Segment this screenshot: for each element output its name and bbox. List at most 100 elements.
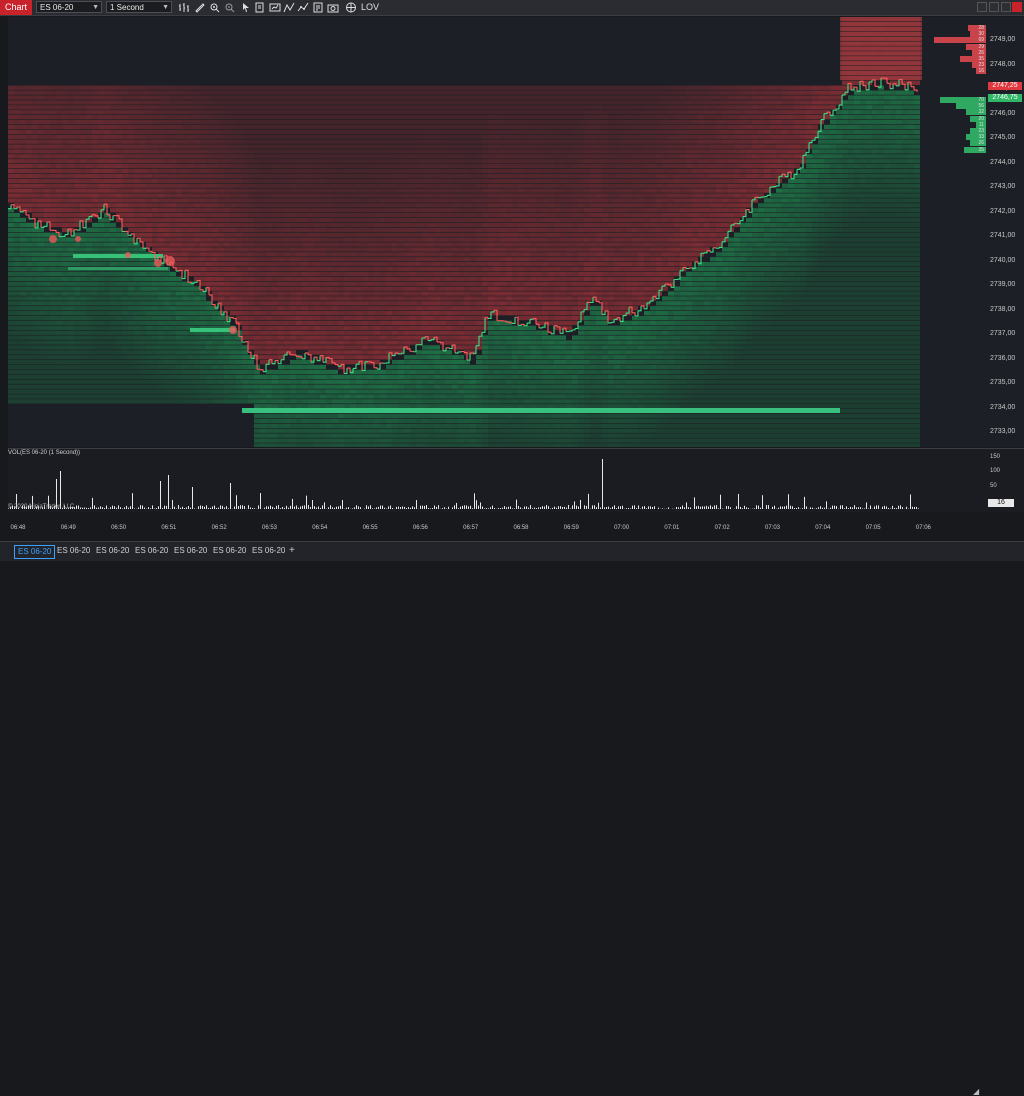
heatmap-cell bbox=[440, 237, 446, 242]
snapshot-icon[interactable] bbox=[327, 2, 339, 13]
heatmap-cell bbox=[278, 227, 284, 232]
heatmap-cell bbox=[596, 129, 602, 134]
heatmap-cell bbox=[530, 193, 536, 198]
heatmap-cell bbox=[38, 105, 44, 110]
heatmap-cell bbox=[458, 213, 464, 218]
close-icon[interactable] bbox=[1012, 2, 1022, 12]
heatmap-cell bbox=[812, 110, 818, 115]
heatmap-cell bbox=[284, 198, 290, 203]
heatmap-cell bbox=[122, 100, 128, 105]
heatmap-cell bbox=[710, 232, 716, 237]
heatmap-cell bbox=[704, 95, 710, 100]
heatmap-cell bbox=[416, 232, 422, 237]
heatmap-cell bbox=[152, 188, 158, 193]
heatmap-cell bbox=[884, 198, 890, 203]
heatmap-cell bbox=[824, 134, 830, 139]
heatmap-cell bbox=[662, 129, 668, 134]
heatmap-cell bbox=[200, 90, 206, 95]
heatmap-cell bbox=[536, 178, 542, 183]
pin-button[interactable] bbox=[1001, 2, 1011, 12]
heatmap-cell bbox=[542, 134, 548, 139]
interval-selector[interactable]: 1 Second ▼ bbox=[106, 1, 172, 13]
heatmap-cell bbox=[116, 115, 122, 120]
strategies-icon[interactable] bbox=[269, 2, 281, 13]
heatmap-cell bbox=[428, 168, 434, 174]
heatmap-cell bbox=[830, 154, 836, 159]
lov-label[interactable]: LOV bbox=[361, 2, 380, 12]
heatmap-cell bbox=[896, 105, 902, 110]
heatmap-cell bbox=[698, 159, 704, 164]
attach-icon[interactable] bbox=[312, 2, 324, 13]
heatmap-cell bbox=[524, 110, 530, 115]
heatmap-cell bbox=[152, 139, 158, 144]
heatmap-cell bbox=[290, 154, 296, 159]
heatmap-cell bbox=[152, 227, 158, 232]
heatmap-cell bbox=[164, 222, 170, 228]
lov-icon[interactable] bbox=[345, 2, 357, 13]
heatmap-cell bbox=[314, 154, 320, 159]
heatmap-cell bbox=[326, 85, 332, 90]
heatmap-cell bbox=[776, 222, 782, 228]
instrument-selector[interactable]: ES 06-20 ▼ bbox=[36, 1, 102, 13]
chart-style-icon[interactable] bbox=[297, 2, 309, 13]
heatmap-cell bbox=[338, 105, 344, 110]
heatmap-cell bbox=[770, 154, 776, 159]
minimize-button[interactable] bbox=[977, 2, 987, 12]
zoom-out-icon[interactable] bbox=[224, 2, 236, 13]
heatmap-cell bbox=[674, 227, 680, 232]
heatmap-cell bbox=[80, 129, 86, 134]
heatmap-cell bbox=[14, 198, 20, 203]
heatmap-cell bbox=[584, 178, 590, 183]
heatmap-cell bbox=[860, 173, 866, 179]
heatmap-cell bbox=[284, 232, 290, 237]
heatmap-cell bbox=[548, 232, 554, 237]
heatmap-cell bbox=[356, 139, 362, 144]
indicators-icon[interactable] bbox=[283, 2, 295, 13]
heatmap-cell bbox=[8, 115, 14, 120]
heatmap-cell bbox=[134, 232, 140, 237]
heatmap-cell bbox=[266, 232, 272, 237]
heatmap-cell bbox=[728, 100, 734, 105]
heatmap-cell bbox=[176, 115, 182, 120]
zoom-in-icon[interactable] bbox=[209, 2, 221, 13]
heatmap-cell bbox=[110, 188, 116, 193]
heatmap-cell bbox=[476, 110, 482, 115]
heatmap-cell bbox=[500, 149, 506, 154]
heatmap-cell bbox=[302, 178, 308, 183]
price-panel[interactable] bbox=[8, 17, 926, 447]
heatmap-cell bbox=[248, 213, 254, 218]
heatmap-cell bbox=[650, 193, 656, 198]
heatmap-cell bbox=[104, 110, 110, 115]
heatmap-cell bbox=[260, 105, 266, 110]
heatmap-cell bbox=[590, 173, 596, 179]
heatmap-cell bbox=[212, 178, 218, 183]
heatmap-cell bbox=[710, 124, 716, 130]
cursor-icon[interactable] bbox=[240, 2, 252, 13]
heatmap-cell bbox=[344, 183, 350, 188]
heatmap-cell bbox=[614, 139, 620, 144]
draw-icon[interactable] bbox=[194, 2, 206, 13]
heatmap-cell bbox=[866, 154, 872, 159]
properties-icon[interactable] bbox=[254, 2, 266, 13]
heatmap-cell bbox=[422, 95, 428, 100]
bars-icon[interactable] bbox=[178, 2, 190, 13]
heatmap-cell bbox=[296, 85, 302, 90]
heatmap-cell bbox=[320, 227, 326, 232]
heatmap-cell bbox=[560, 149, 566, 154]
heatmap-cell bbox=[548, 149, 554, 154]
heatmap-row bbox=[8, 144, 920, 149]
heatmap-cell bbox=[86, 100, 92, 105]
heatmap-cell bbox=[560, 213, 566, 218]
heatmap-cell bbox=[302, 95, 308, 100]
heatmap-cell bbox=[308, 178, 314, 183]
heatmap-cell bbox=[350, 95, 356, 100]
heatmap-cell bbox=[380, 110, 386, 115]
chart-tab[interactable]: Chart bbox=[0, 0, 33, 15]
heatmap-cell bbox=[386, 139, 392, 144]
heatmap-cell bbox=[590, 124, 596, 130]
restore-button[interactable] bbox=[989, 2, 999, 12]
heatmap-cell bbox=[542, 203, 548, 208]
heatmap-cell bbox=[32, 178, 38, 183]
heatmap-cell bbox=[416, 129, 422, 134]
heatmap-cell bbox=[872, 178, 878, 183]
